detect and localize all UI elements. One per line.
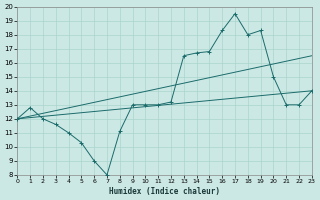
X-axis label: Humidex (Indice chaleur): Humidex (Indice chaleur) (109, 187, 220, 196)
